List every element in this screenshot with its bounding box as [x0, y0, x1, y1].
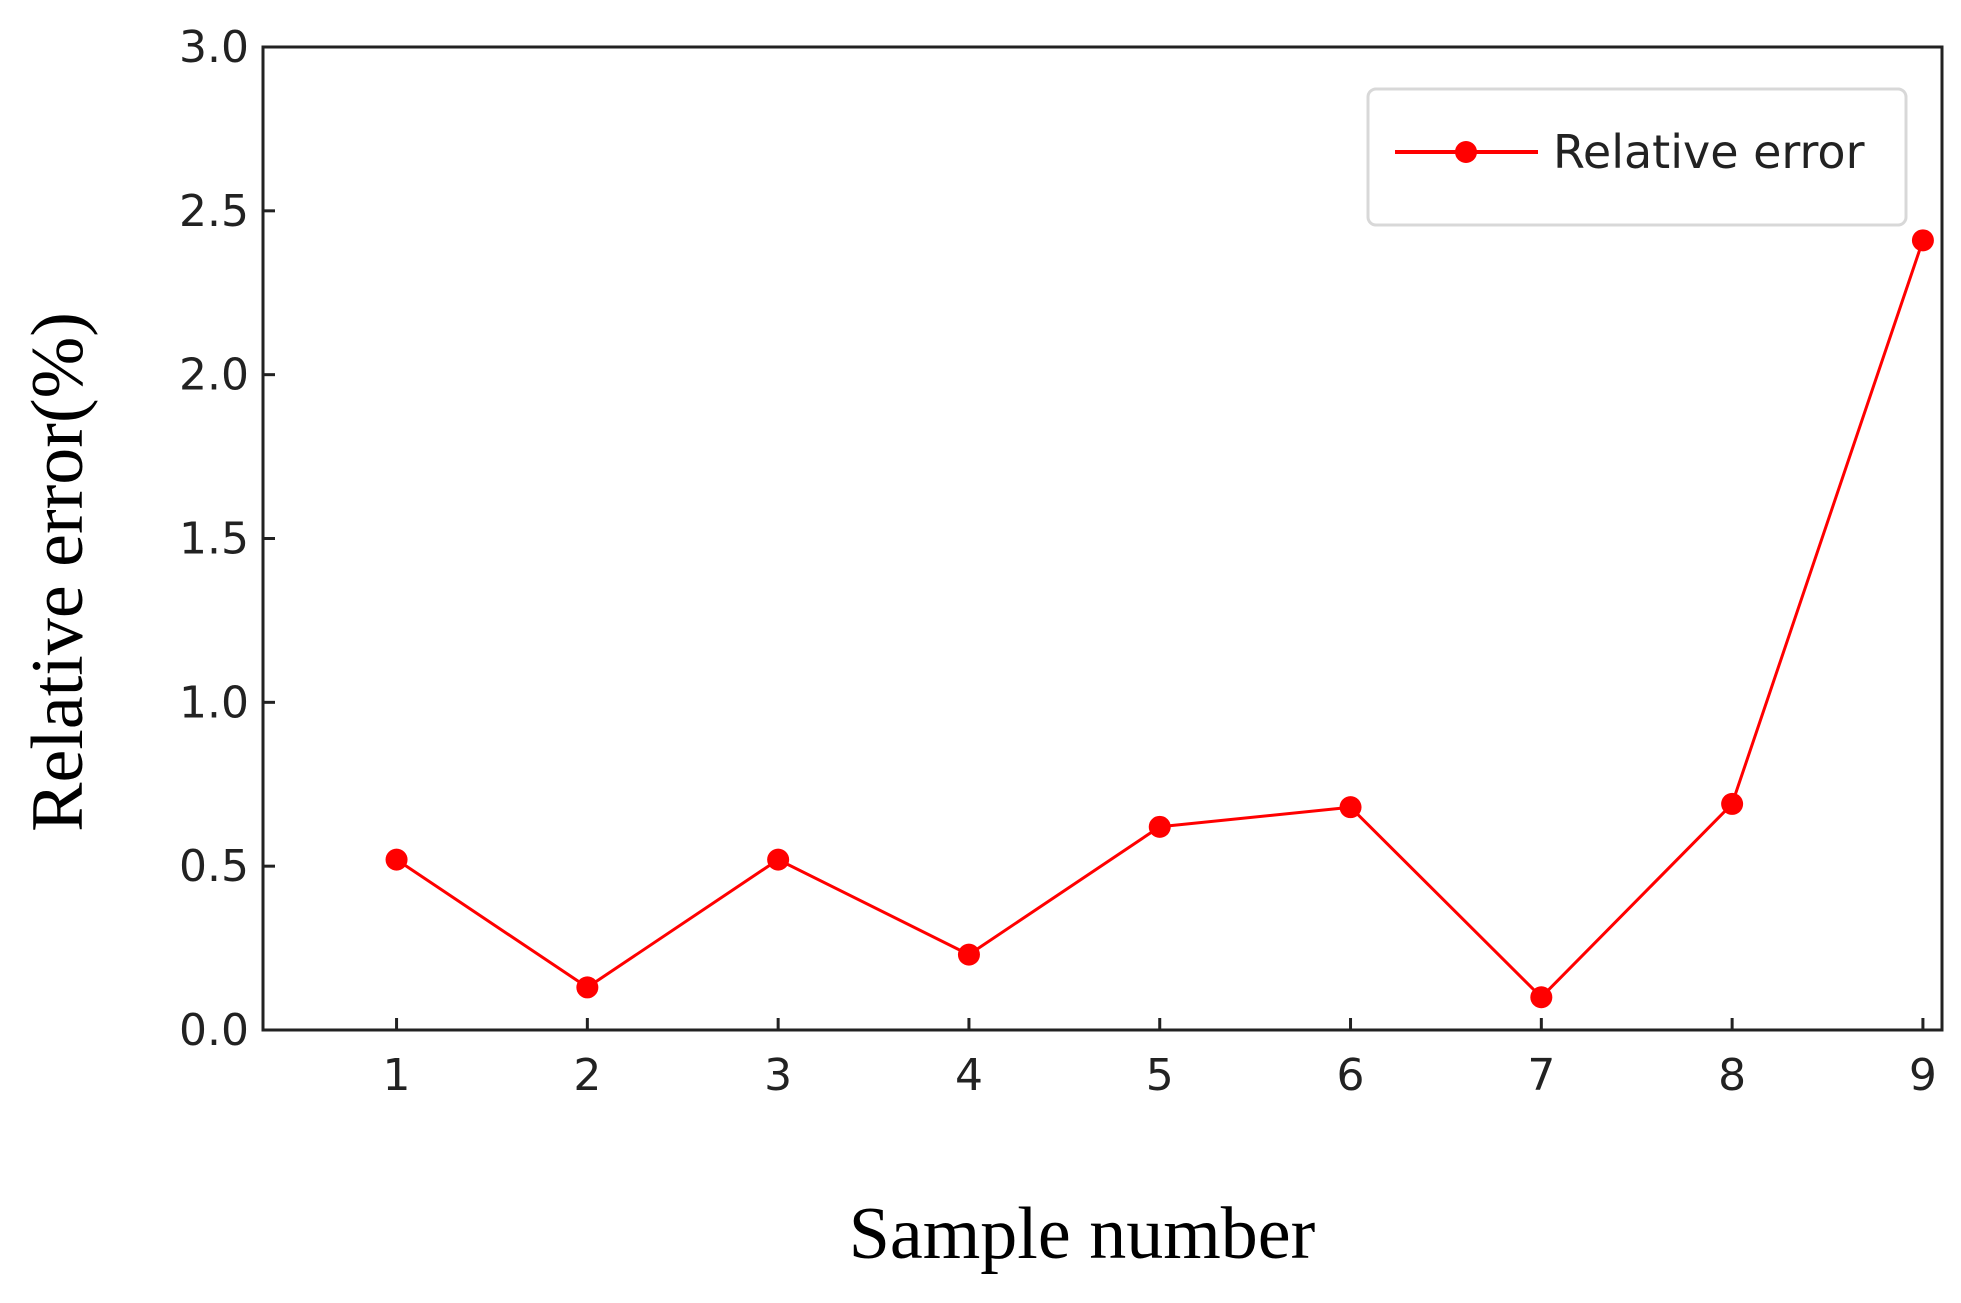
x-tick-label: 8 — [1718, 1050, 1746, 1101]
series-layer — [385, 229, 1934, 1009]
data-point — [576, 976, 599, 999]
x-tick-label: 3 — [764, 1050, 792, 1101]
x-tick-label: 2 — [573, 1050, 601, 1101]
data-point — [1339, 796, 1362, 819]
y-tick-label: 1.5 — [179, 514, 249, 565]
legend-label: Relative error — [1553, 125, 1865, 179]
data-point — [957, 943, 980, 966]
data-point — [385, 848, 408, 871]
x-axis-title: Sample number — [849, 1193, 1316, 1275]
y-tick-label: 0.0 — [179, 1005, 249, 1056]
x-tick-label: 7 — [1527, 1050, 1555, 1101]
y-tick-label: 2.0 — [179, 350, 249, 401]
data-point — [767, 848, 790, 871]
x-tick-label: 4 — [955, 1050, 983, 1101]
legend-marker-swatch — [1455, 141, 1477, 163]
y-axis: 0.0 0.5 1.0 1.5 2.0 2.5 3.0 — [179, 22, 275, 1056]
y-tick-label: 2.5 — [179, 186, 249, 237]
y-axis-title: Relative error(%) — [17, 312, 99, 832]
y-tick-label: 0.5 — [179, 841, 249, 892]
y-tick-label: 1.0 — [179, 677, 249, 728]
data-point — [1721, 792, 1744, 815]
y-tick-label: 3.0 — [179, 22, 249, 73]
x-tick-label: 6 — [1337, 1050, 1365, 1101]
legend: Relative error — [1366, 87, 1908, 227]
legend-box — [1366, 87, 1908, 227]
x-tick-label: 5 — [1146, 1050, 1174, 1101]
data-point — [1911, 229, 1934, 252]
series-line — [395, 239, 1925, 999]
x-axis: 1 2 3 4 5 6 7 8 9 — [383, 1018, 1937, 1101]
data-point — [1148, 815, 1171, 838]
x-tick-label: 1 — [383, 1050, 411, 1101]
data-point — [1530, 986, 1553, 1009]
x-tick-label: 9 — [1909, 1050, 1937, 1101]
